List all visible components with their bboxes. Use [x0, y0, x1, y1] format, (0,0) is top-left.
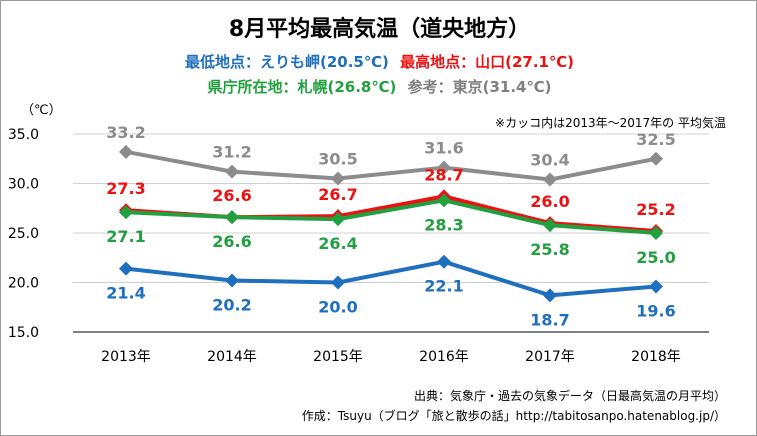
source-line: 出典：気象庁・過去の気象データ（日最高気温の月平均）: [413, 389, 726, 403]
y-tick-label: 30.0: [8, 177, 39, 193]
data-label-sapporo: 25.0: [636, 248, 675, 267]
data-point-tokyo: [331, 171, 345, 186]
data-point-erimo: [331, 275, 345, 290]
data-label-erimo: 19.6: [636, 301, 675, 320]
data-label-tokyo: 31.6: [424, 139, 463, 158]
legend-yamaguchi: 最高地点：山口(27.1℃): [400, 53, 574, 71]
y-tick-label: 15.0: [8, 325, 39, 341]
data-label-tokyo: 31.2: [212, 143, 251, 162]
data-point-sapporo: [649, 226, 663, 240]
data-label-yamaguchi: 26.6: [212, 186, 251, 205]
data-label-sapporo: 26.4: [318, 234, 357, 253]
author-line: 作成：Tsuyu（ブログ「旅と散歩の話」http://tabitosanpo.h…: [301, 409, 726, 423]
legend-erimo: 最低地点：えりも岬(20.5℃): [184, 53, 389, 71]
legend-line-2: 県庁所在地：札幌(26.8℃) 参考：東京(31.4℃): [1, 76, 756, 97]
x-tick-label: 2017年: [525, 349, 575, 365]
data-point-tokyo: [119, 144, 133, 159]
data-point-tokyo: [649, 151, 663, 166]
data-label-tokyo: 32.5: [636, 130, 675, 149]
x-tick-label: 2016年: [419, 349, 469, 365]
chart-title: 8月平均最高気温（道央地方）: [228, 17, 531, 42]
data-point-erimo: [437, 254, 451, 269]
data-label-sapporo: 28.3: [424, 215, 463, 234]
data-point-tokyo: [543, 172, 557, 187]
data-label-tokyo: 30.5: [318, 150, 357, 169]
data-label-erimo: 20.0: [318, 298, 357, 317]
data-label-yamaguchi: 27.3: [106, 179, 145, 198]
data-point-sapporo: [119, 205, 133, 220]
data-label-yamaguchi: 25.2: [636, 200, 675, 219]
series-line-sapporo: [125, 198, 657, 235]
data-point-tokyo: [225, 164, 239, 179]
data-point-sapporo: [543, 218, 557, 233]
data-label-erimo: 18.7: [530, 310, 569, 329]
data-point-erimo: [649, 279, 663, 294]
y-tick-label: 20.0: [8, 276, 39, 292]
data-label-tokyo: 30.4: [530, 151, 569, 170]
data-label-erimo: 20.2: [212, 296, 251, 315]
average-note: ※カッコ内は2013年～2017年の 平均気温: [495, 116, 726, 130]
y-tick-label: 35.0: [8, 127, 39, 143]
data-label-erimo: 22.1: [424, 277, 463, 296]
data-point-erimo: [543, 288, 557, 303]
legend-sapporo: 県庁所在地：札幌(26.8℃): [207, 78, 397, 96]
series-line-erimo: [125, 259, 657, 298]
data-point-erimo: [119, 261, 133, 276]
legend-tokyo: 参考：東京(31.4℃): [407, 78, 552, 96]
data-label-yamaguchi: 26.0: [530, 192, 569, 211]
data-label-tokyo: 33.2: [106, 123, 145, 142]
data-point-sapporo: [225, 210, 239, 225]
data-label-yamaguchi: 28.7: [424, 165, 463, 184]
x-tick-label: 2014年: [207, 349, 257, 365]
data-label-sapporo: 25.8: [530, 240, 569, 259]
data-point-tokyo: [437, 160, 451, 175]
data-label-yamaguchi: 26.7: [318, 185, 357, 204]
y-axis-unit: （℃）: [21, 103, 62, 118]
x-tick-label: 2013年: [101, 349, 151, 365]
data-label-sapporo: 27.1: [106, 227, 145, 246]
series-line-tokyo: [125, 149, 657, 182]
legend-line-1: 最低地点：えりも岬(20.5℃) 最高地点：山口(27.1℃): [1, 51, 756, 72]
data-label-erimo: 21.4: [106, 284, 145, 303]
data-point-sapporo: [331, 212, 345, 227]
x-tick-label: 2015年: [313, 349, 363, 365]
data-point-erimo: [225, 273, 239, 288]
x-tick-label: 2018年: [631, 349, 681, 365]
data-label-sapporo: 26.6: [212, 232, 251, 251]
data-point-sapporo: [437, 193, 451, 208]
y-tick-label: 25.0: [8, 226, 39, 242]
